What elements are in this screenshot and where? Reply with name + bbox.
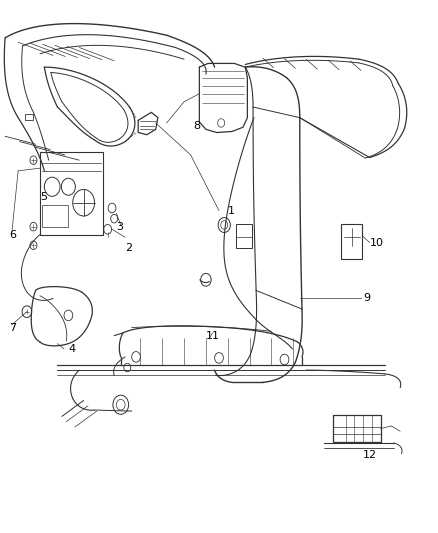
Bar xyxy=(40,152,103,235)
Bar xyxy=(42,205,68,227)
Text: 5: 5 xyxy=(40,192,47,203)
Text: 11: 11 xyxy=(206,330,220,341)
Text: 10: 10 xyxy=(370,238,384,247)
Text: 4: 4 xyxy=(68,344,75,354)
Text: 1: 1 xyxy=(228,206,235,216)
Text: 7: 7 xyxy=(10,322,17,333)
Text: 2: 2 xyxy=(125,243,132,253)
Text: 8: 8 xyxy=(193,120,200,131)
Text: 3: 3 xyxy=(117,222,124,232)
Text: 9: 9 xyxy=(363,293,370,303)
Text: 6: 6 xyxy=(10,230,17,240)
Text: 12: 12 xyxy=(363,450,377,460)
Bar xyxy=(341,224,362,259)
Bar xyxy=(236,224,252,248)
Bar xyxy=(25,114,32,120)
